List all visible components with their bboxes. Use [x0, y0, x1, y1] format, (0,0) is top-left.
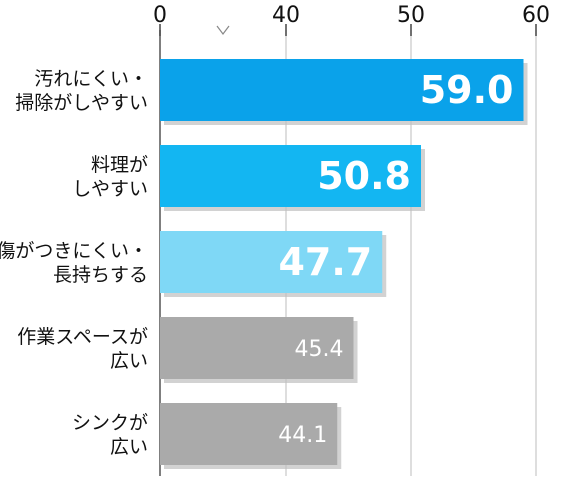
category-label: 傷がつきにくい・ — [0, 240, 148, 262]
category-label: 料理が — [91, 154, 148, 176]
category-label: 汚れにくい・ — [34, 68, 148, 90]
x-tick-label: 0 — [153, 3, 167, 28]
x-tick-label: 40 — [272, 3, 300, 28]
category-label: 作業スペースが — [17, 326, 148, 348]
axis-break-marker — [216, 25, 230, 35]
bar-5 — [160, 403, 338, 465]
category-label: しやすい — [72, 178, 148, 200]
data-label: 50.8 — [317, 154, 411, 198]
category-labels: 汚れにくい・掃除がしやすい料理がしやすい傷がつきにくい・長持ちする作業スペースが… — [0, 68, 148, 458]
bar-2 — [160, 145, 421, 207]
category-label: 広い — [110, 350, 148, 372]
bar-4 — [160, 317, 354, 379]
data-label: 44.1 — [278, 423, 327, 448]
category-label: 広い — [110, 436, 148, 458]
x-tick-label: 50 — [397, 3, 425, 28]
category-label: シンクが — [72, 412, 148, 434]
category-label: 長持ちする — [53, 264, 148, 286]
data-label: 47.7 — [278, 240, 372, 284]
bars: 59.050.8 47.7 45.4 44.1 — [160, 59, 528, 469]
x-tick-label: 60 — [522, 3, 550, 28]
data-label: 59.0 — [420, 68, 514, 112]
data-label: 45.4 — [295, 337, 344, 362]
category-label: 掃除がしやすい — [15, 92, 148, 114]
bar-1 — [160, 59, 524, 121]
bar-3 — [160, 231, 383, 293]
